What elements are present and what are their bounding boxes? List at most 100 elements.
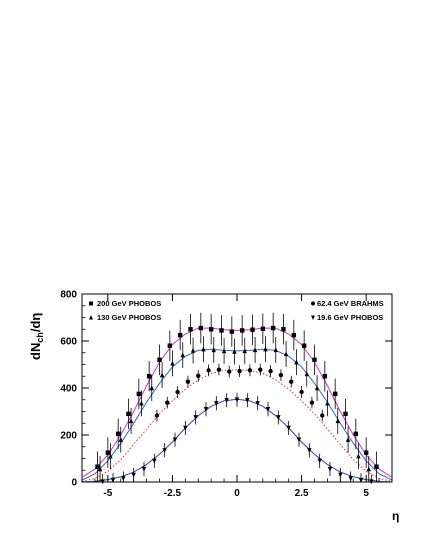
data-point-19-6-gev-phobos [327, 466, 333, 472]
y-tick-label: 800 [60, 290, 77, 301]
y-tick-label: 0 [71, 478, 77, 489]
data-point-130-gev-phobos [170, 360, 175, 366]
data-point-200-gev-phobos [363, 450, 369, 455]
data-point-62-4-gev-brahms [299, 389, 304, 395]
data-point-19-6-gev-phobos [245, 398, 250, 403]
data-point-200-gev-phobos [374, 464, 379, 469]
data-point-130-gev-phobos [263, 346, 268, 352]
y-axis-title-subscript: ch [35, 332, 45, 343]
x-tick-label: -5 [103, 488, 112, 499]
data-point-62-4-gev-brahms [289, 379, 294, 384]
data-point-19-6-gev-phobos [358, 477, 364, 483]
error-bars [97, 312, 377, 482]
data-point-130-gev-phobos [159, 372, 165, 378]
data-point-130-gev-phobos [345, 437, 351, 442]
plot-frame [81, 293, 393, 483]
data-point-200-gev-phobos [270, 325, 276, 331]
data-point-200-gev-phobos [332, 391, 338, 397]
legend-marker-130-gev-phobos [89, 315, 93, 320]
data-point-200-gev-phobos [167, 343, 173, 348]
data-point-19-6-gev-phobos [338, 472, 343, 478]
data-point-130-gev-phobos [118, 437, 123, 442]
data-point-19-6-gev-phobos [265, 406, 271, 412]
legend-marker-19-6-gev-phobos [311, 315, 315, 320]
data-point-19-6-gev-phobos [172, 437, 178, 443]
data-point-19-6-gev-phobos [203, 406, 209, 412]
data-point-130-gev-phobos [139, 400, 144, 406]
data-point-200-gev-phobos [95, 464, 100, 469]
data-point-19-6-gev-phobos [348, 476, 353, 482]
data-point-130-gev-phobos [356, 453, 361, 459]
data-point-19-6-gev-phobos [286, 425, 291, 431]
data-point-200-gev-phobos [291, 332, 297, 338]
data-point-19-6-gev-phobos [193, 415, 198, 421]
data-point-19-6-gev-phobos [152, 458, 157, 464]
data-point-130-gev-phobos [252, 347, 258, 353]
data-point-130-gev-phobos [201, 346, 206, 352]
data-point-62-4-gev-brahms [258, 367, 263, 372]
data-point-130-gev-phobos [242, 348, 247, 354]
data-point-62-4-gev-brahms [227, 369, 232, 374]
legend-label-200-gev-phobos: 200 GeV PHOBOS [97, 299, 161, 308]
data-point-130-gev-phobos [97, 466, 103, 472]
data-point-62-4-gev-brahms [206, 368, 211, 373]
data-point-19-6-gev-phobos [276, 415, 281, 421]
data-point-130-gev-phobos [232, 348, 237, 354]
data-point-200-gev-phobos [322, 374, 328, 379]
data-point-19-6-gev-phobos [317, 458, 322, 464]
data-point-19-6-gev-phobos [121, 476, 126, 482]
model-curve-2 [81, 348, 393, 481]
legend-label-62-4-gev-brahms: 62.4 GeV BRAHMS [317, 299, 384, 308]
data-point-19-6-gev-phobos [307, 448, 312, 453]
data-point-200-gev-phobos [105, 450, 111, 455]
y-tick-label: 600 [60, 337, 77, 348]
data-point-200-gev-phobos [219, 328, 224, 333]
data-point-200-gev-phobos [312, 357, 317, 362]
legend-label-130-gev-phobos: 130 GeV PHOBOS [97, 313, 161, 322]
data-point-200-gev-phobos [146, 374, 152, 379]
y-axis-title-main: dN [28, 343, 43, 360]
data-point-130-gev-phobos [108, 453, 113, 459]
y-tick-label: 400 [60, 384, 77, 395]
data-point-130-gev-phobos [149, 385, 154, 391]
axis-ticks [81, 293, 393, 483]
data-point-130-gev-phobos [190, 347, 196, 353]
data-point-62-4-gev-brahms [216, 367, 222, 372]
legend-label-19-6-gev-phobos: 19.6 GeV PHOBOS [317, 313, 383, 322]
data-point-62-4-gev-brahms [268, 368, 273, 374]
data-point-200-gev-phobos [260, 326, 266, 331]
data-point-62-4-gev-brahms [278, 372, 284, 378]
data-point-200-gev-phobos [353, 431, 359, 437]
data-point-130-gev-phobos [325, 400, 330, 406]
data-point-19-6-gev-phobos [214, 401, 219, 406]
data-point-200-gev-phobos [229, 329, 235, 334]
data-point-200-gev-phobos [198, 325, 204, 331]
data-point-19-6-gev-phobos [100, 479, 105, 485]
data-point-200-gev-phobos [250, 327, 255, 332]
model-curve-1 [81, 327, 393, 478]
data-point-200-gev-phobos [239, 328, 245, 333]
data-point-62-4-gev-brahms [175, 389, 180, 395]
data-point-130-gev-phobos [128, 418, 134, 424]
data-point-200-gev-phobos [188, 327, 193, 332]
data-point-62-4-gev-brahms [196, 373, 201, 378]
x-tick-label: 2.5 [295, 488, 309, 499]
data-markers [95, 325, 379, 485]
y-axis-title: dNch/dη [28, 313, 45, 360]
x-tick-label: 5 [363, 488, 369, 499]
data-point-130-gev-phobos [366, 466, 371, 472]
data-point-130-gev-phobos [211, 347, 216, 353]
data-point-19-6-gev-phobos [296, 437, 302, 443]
data-point-19-6-gev-phobos [162, 448, 167, 453]
data-point-62-4-gev-brahms [154, 413, 160, 418]
data-point-62-4-gev-brahms [185, 379, 191, 384]
data-point-200-gev-phobos [177, 332, 183, 338]
data-point-62-4-gev-brahms [165, 400, 170, 405]
data-point-200-gev-phobos [115, 431, 121, 437]
data-point-130-gev-phobos [221, 348, 227, 354]
data-point-62-4-gev-brahms [237, 368, 242, 374]
data-point-62-4-gev-brahms [309, 400, 315, 405]
model-curve-3 [81, 369, 393, 482]
data-point-130-gev-phobos [283, 351, 289, 357]
